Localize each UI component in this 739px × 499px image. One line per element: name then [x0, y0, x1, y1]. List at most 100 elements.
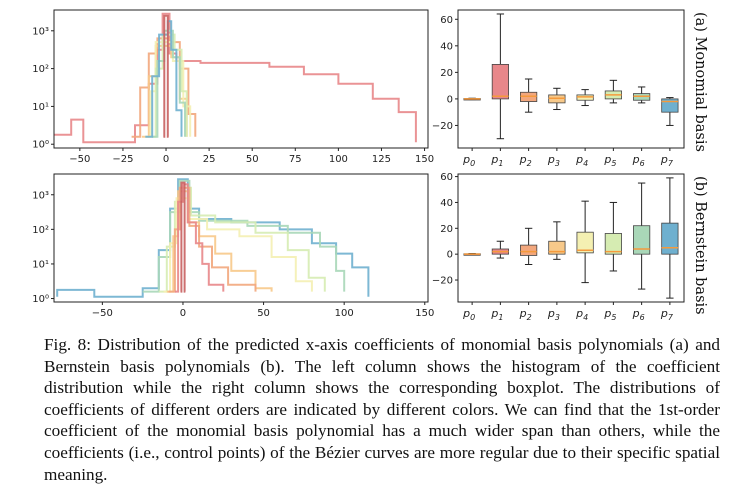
x-tick-label: 75 — [289, 154, 302, 165]
histogram-series-p1 — [174, 183, 225, 293]
y-tick-label: −20 — [432, 276, 453, 287]
x-tick-label: p4 — [575, 153, 588, 168]
x-tick-label: p2 — [519, 307, 532, 320]
y-tick-label: 10¹ — [32, 259, 49, 270]
x-tick-subscript: 2 — [527, 159, 532, 168]
histogram-series-p6 — [152, 29, 186, 138]
histogram-series-p0 — [163, 14, 169, 138]
y-tick-label: 60 — [440, 15, 453, 26]
x-tick-subscript: 6 — [640, 313, 645, 320]
x-tick-label: 150 — [415, 308, 434, 319]
x-tick-label: 125 — [372, 154, 391, 165]
histogram-series-p2 — [131, 37, 197, 138]
series-group — [56, 178, 370, 298]
box-p6 — [633, 86, 651, 104]
x-tick-subscript: 4 — [583, 313, 588, 320]
plot-frame — [457, 173, 685, 303]
box-p1 — [491, 240, 509, 259]
y-tick-label: 20 — [440, 224, 453, 235]
x-tick-label: 25 — [203, 154, 216, 165]
x-tick-label: p1 — [490, 153, 503, 168]
series-group — [54, 12, 417, 144]
side-label-bernstein: (b) Bernstein basis — [692, 176, 708, 315]
y-tick-label: 20 — [440, 68, 453, 79]
x-tick-label: p5 — [603, 307, 616, 320]
x-tick-subscript: 3 — [555, 159, 560, 168]
x-tick-label: p1 — [490, 307, 503, 320]
box-p1 — [491, 13, 509, 140]
histogram-monomial: −50 −25 0 25 50 75 100 125 150 10⁰ 10¹ 10² 10³ — [32, 9, 434, 165]
x-tick-subscript: 3 — [555, 313, 560, 320]
plot-frame — [53, 9, 429, 149]
box-p0 — [463, 253, 481, 256]
box-p6 — [633, 182, 651, 290]
y-tick-label: 10³ — [32, 190, 49, 201]
x-tick-label: −50 — [69, 154, 90, 165]
x-tick-subscript: 7 — [668, 313, 674, 320]
box-body — [604, 233, 622, 255]
box-p5 — [604, 201, 622, 272]
y-tick-label: 0 — [447, 94, 453, 105]
x-tick-label: 100 — [335, 308, 354, 319]
histogram-bernstein: −50 0 50 100 150 10⁰ 10¹ 10² 10³ — [32, 173, 434, 319]
x-tick-label: p5 — [603, 153, 616, 168]
y-tick-label: 10³ — [32, 26, 49, 37]
box-p5 — [604, 79, 622, 104]
y-tick-label: 60 — [440, 172, 453, 183]
x-tick-subscript: 1 — [498, 313, 503, 320]
caption-label: Fig. 8: — [44, 335, 92, 354]
x-tick-label: 100 — [329, 154, 348, 165]
x-tick-subscript: 6 — [640, 159, 645, 168]
x-tick-label: 0 — [163, 154, 169, 165]
plot-frame — [457, 9, 685, 149]
x-tick-subscript: 5 — [611, 313, 616, 320]
x-tick-label: 150 — [415, 154, 434, 165]
caption-text: Distribution of the predicted x-axis coe… — [44, 335, 721, 484]
box-p3 — [548, 87, 566, 111]
y-tick-label: 10² — [32, 64, 49, 75]
figure-caption: Fig. 8: Distribution of the predicted x-… — [44, 334, 720, 485]
box-body — [661, 222, 679, 255]
y-tick-label: 40 — [440, 41, 453, 52]
box-p7 — [661, 97, 679, 126]
box-p7 — [661, 177, 679, 299]
box-body — [491, 64, 509, 100]
x-tick-label: 0 — [180, 308, 186, 319]
box-p2 — [520, 78, 538, 113]
plot-frame — [53, 173, 429, 303]
x-tick-label: 50 — [257, 308, 270, 319]
side-label-monomial: (a) Monomial basis — [692, 12, 708, 152]
box-body — [576, 231, 594, 254]
x-tick-label: p3 — [547, 153, 560, 168]
box-p3 — [548, 221, 566, 260]
x-tick-label: p6 — [632, 153, 645, 168]
x-tick-label: −25 — [112, 154, 133, 165]
x-tick-label: 50 — [246, 154, 259, 165]
x-tick-label: p7 — [660, 307, 674, 320]
y-tick-label: −20 — [432, 121, 453, 132]
histogram-series-p6 — [142, 179, 346, 293]
x-tick-label: p3 — [547, 307, 560, 320]
box-p4 — [576, 200, 594, 284]
y-tick-label: 10⁰ — [32, 140, 49, 151]
x-tick-subscript: 5 — [611, 159, 616, 168]
x-tick-subscript: 0 — [470, 159, 475, 168]
x-tick-label: p4 — [575, 307, 588, 320]
histogram-series-p3 — [166, 190, 273, 293]
box-p4 — [576, 89, 594, 107]
x-tick-subscript: 4 — [583, 159, 588, 168]
x-tick-label: −50 — [92, 308, 113, 319]
y-tick-label: 10⁰ — [32, 294, 49, 305]
x-tick-label: p2 — [519, 153, 532, 168]
x-tick-subscript: 1 — [498, 159, 503, 168]
box-p0 — [463, 97, 481, 101]
x-tick-subscript: 7 — [668, 159, 674, 168]
histogram-series-p1 — [54, 12, 417, 144]
box-body — [520, 244, 538, 256]
y-tick-label: 40 — [440, 198, 453, 209]
x-tick-label: p6 — [632, 307, 645, 320]
x-tick-label: p7 — [660, 153, 674, 168]
histogram-series-p2 — [168, 186, 257, 293]
